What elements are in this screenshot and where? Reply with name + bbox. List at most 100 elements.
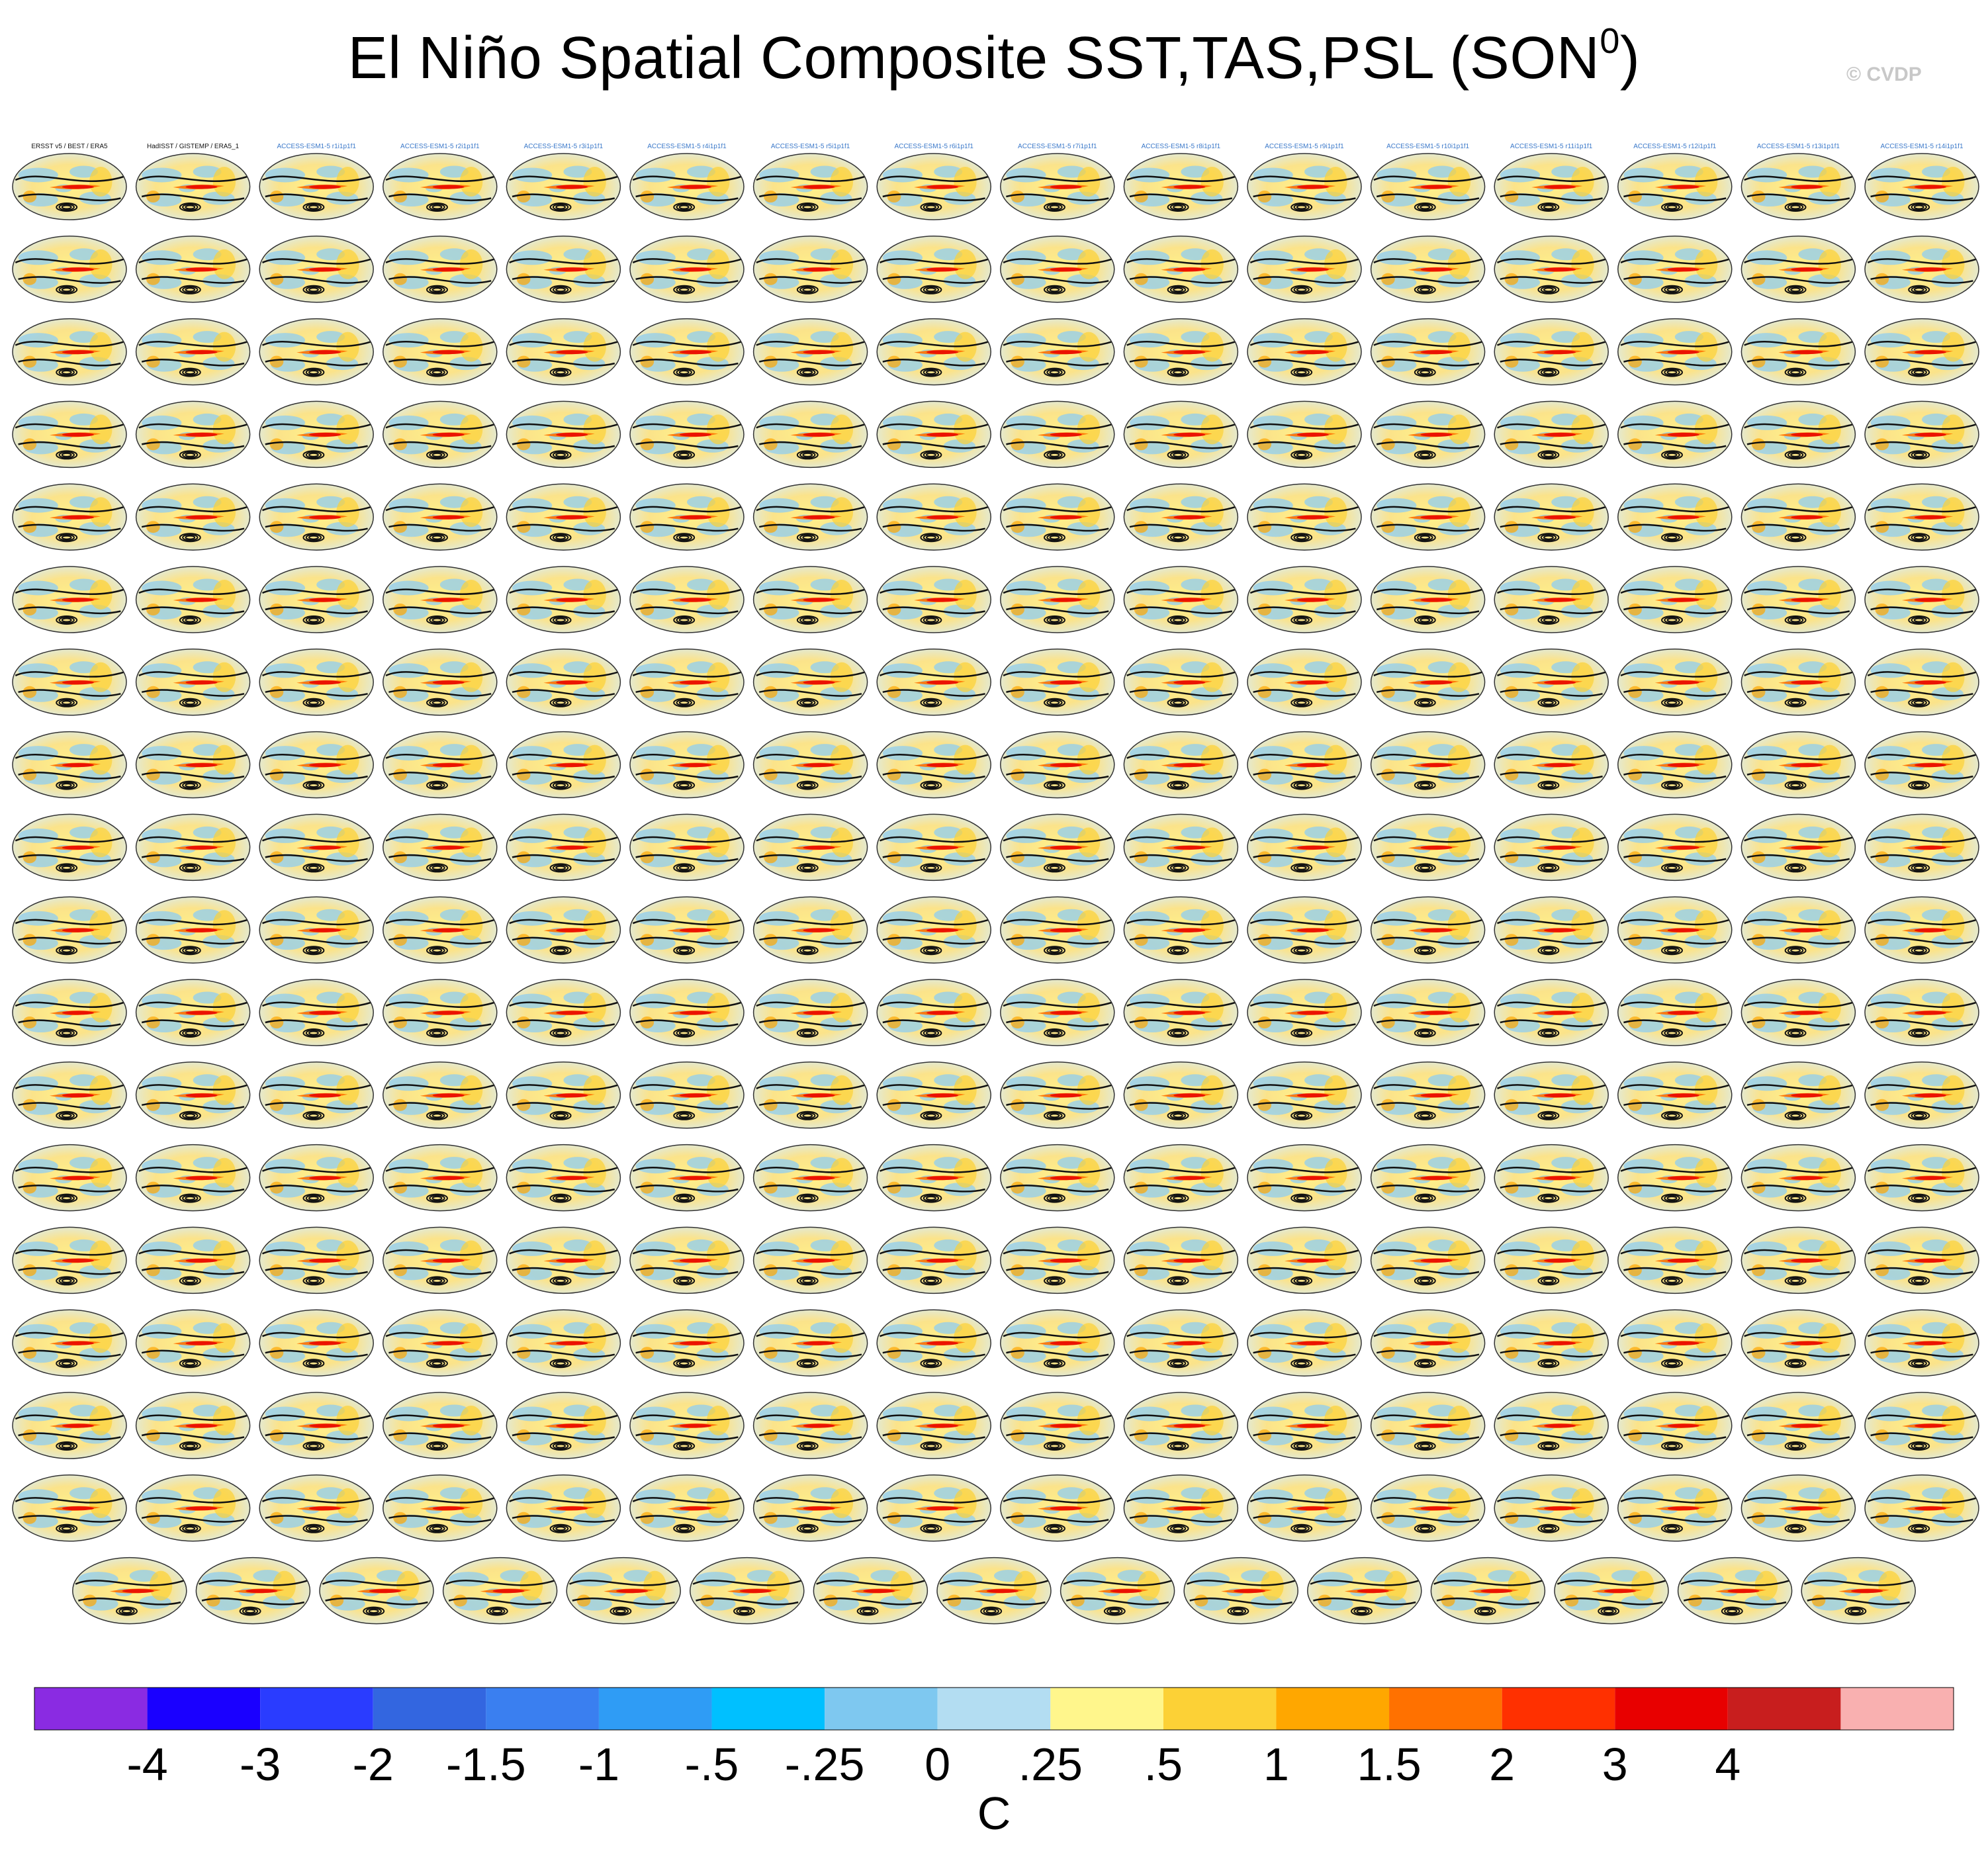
cold-anomaly (1623, 333, 1664, 348)
map-outline (506, 483, 621, 551)
warm-core (1791, 1093, 1823, 1098)
map-panel (876, 731, 991, 799)
warm-core (1544, 763, 1576, 768)
land-anomaly (1628, 1429, 1642, 1441)
warm-core (62, 515, 94, 520)
psl-contour (56, 367, 78, 377)
warm-core (803, 680, 835, 685)
cold-anomaly (142, 1159, 182, 1174)
colorbar-tick-label: -1 (578, 1739, 620, 1790)
cold-anomaly (265, 498, 305, 513)
psl-contour (549, 367, 572, 377)
warm-core (556, 515, 588, 520)
land-anomaly (23, 1181, 37, 1194)
psl-contour (1867, 175, 1977, 182)
cold-anomaly (1006, 1076, 1046, 1091)
map-panel: ACCESS-ESM1-5 r3i1p1f1 (506, 143, 621, 220)
psl-contour (1790, 287, 1801, 293)
map-panel (1370, 1474, 1486, 1542)
psl-contour (426, 533, 448, 543)
warm-core (616, 1589, 649, 1594)
cold-anomaly (1130, 415, 1170, 430)
land-anomaly (83, 1594, 97, 1607)
map-panel: ACCESS-ESM1-5 r7i1p1f1 (1000, 143, 1115, 220)
map-panel (259, 236, 374, 303)
map-panel (135, 236, 251, 303)
psl-contour (920, 203, 942, 212)
warm-core (1173, 845, 1206, 850)
psl-contour (1540, 369, 1557, 376)
land-anomaly (576, 1594, 591, 1607)
warm-core (1420, 185, 1453, 189)
psl-contour (56, 285, 78, 294)
land-anomaly (1257, 438, 1272, 451)
cold-anomaly (759, 1241, 799, 1256)
psl-contour (58, 203, 75, 211)
land-anomaly (1504, 438, 1519, 451)
psl-contour (555, 370, 566, 375)
land-anomaly (1134, 273, 1148, 285)
map-panel (1247, 318, 1362, 386)
cold-anomaly (1870, 1159, 1911, 1174)
map-outline (1000, 236, 1115, 303)
land-anomaly (887, 191, 901, 203)
cold-anomaly (1747, 415, 1787, 430)
warm-core (1914, 1093, 1946, 1098)
cold-anomaly (1377, 1241, 1417, 1256)
cold-anomaly (635, 1241, 676, 1256)
map-panel (1247, 236, 1362, 303)
psl-contour (1249, 506, 1359, 513)
cold-anomaly (18, 333, 58, 348)
psl-contour (1006, 193, 1109, 201)
warm-core (1914, 1424, 1946, 1428)
land-anomaly (453, 1594, 467, 1607)
cold-anomaly (1623, 1489, 1664, 1504)
map-outline (629, 153, 745, 220)
map-panel: ACCESS-ESM1-5 r6i1p1f1 (876, 143, 991, 220)
psl-contour (509, 258, 618, 265)
cold-anomaly (1130, 828, 1170, 843)
land-anomaly (640, 1429, 655, 1441)
warm-core (1050, 185, 1082, 189)
map-panel (12, 649, 127, 716)
cold-anomaly (1500, 828, 1540, 843)
land-anomaly (1011, 768, 1024, 781)
psl-contour (1543, 370, 1554, 375)
warm-core (1851, 1589, 1883, 1594)
land-anomaly (823, 1594, 838, 1607)
map-outline (1740, 153, 1856, 220)
land-anomaly (1318, 1594, 1332, 1607)
psl-contour (61, 535, 72, 540)
panel-title: ACCESS-ESM1-5 r10i1p1f1 (1386, 143, 1469, 150)
colorbar-segment (1840, 1688, 1954, 1730)
psl-contour (1293, 369, 1310, 376)
cold-anomaly (18, 828, 58, 843)
cold-anomaly (142, 167, 182, 183)
psl-contour (756, 506, 865, 513)
map-panel (1617, 1144, 1733, 1212)
map-panel (1494, 1474, 1609, 1542)
psl-contour (1126, 175, 1236, 182)
psl-contour (1744, 258, 1853, 265)
map-panel (1864, 896, 1979, 964)
land-anomaly (887, 851, 901, 864)
warm-core (309, 1176, 341, 1181)
land-anomaly (1257, 355, 1272, 368)
map-panel (1000, 1144, 1115, 1212)
warm-core (185, 1176, 218, 1181)
cold-anomaly (759, 250, 799, 265)
cold-anomaly (1377, 498, 1417, 513)
psl-contour (1003, 258, 1112, 265)
psl-contour (802, 452, 813, 457)
map-panel (1247, 813, 1362, 881)
cold-anomaly (512, 911, 553, 926)
psl-contour (182, 286, 199, 294)
map-panel (1740, 1144, 1856, 1212)
map-panel (259, 1309, 374, 1377)
map-panel (876, 1062, 991, 1129)
warm-core (185, 1011, 218, 1015)
map-panel (1494, 649, 1609, 716)
psl-contour (923, 286, 940, 294)
land-anomaly (1194, 1594, 1208, 1607)
warm-core (62, 845, 94, 850)
